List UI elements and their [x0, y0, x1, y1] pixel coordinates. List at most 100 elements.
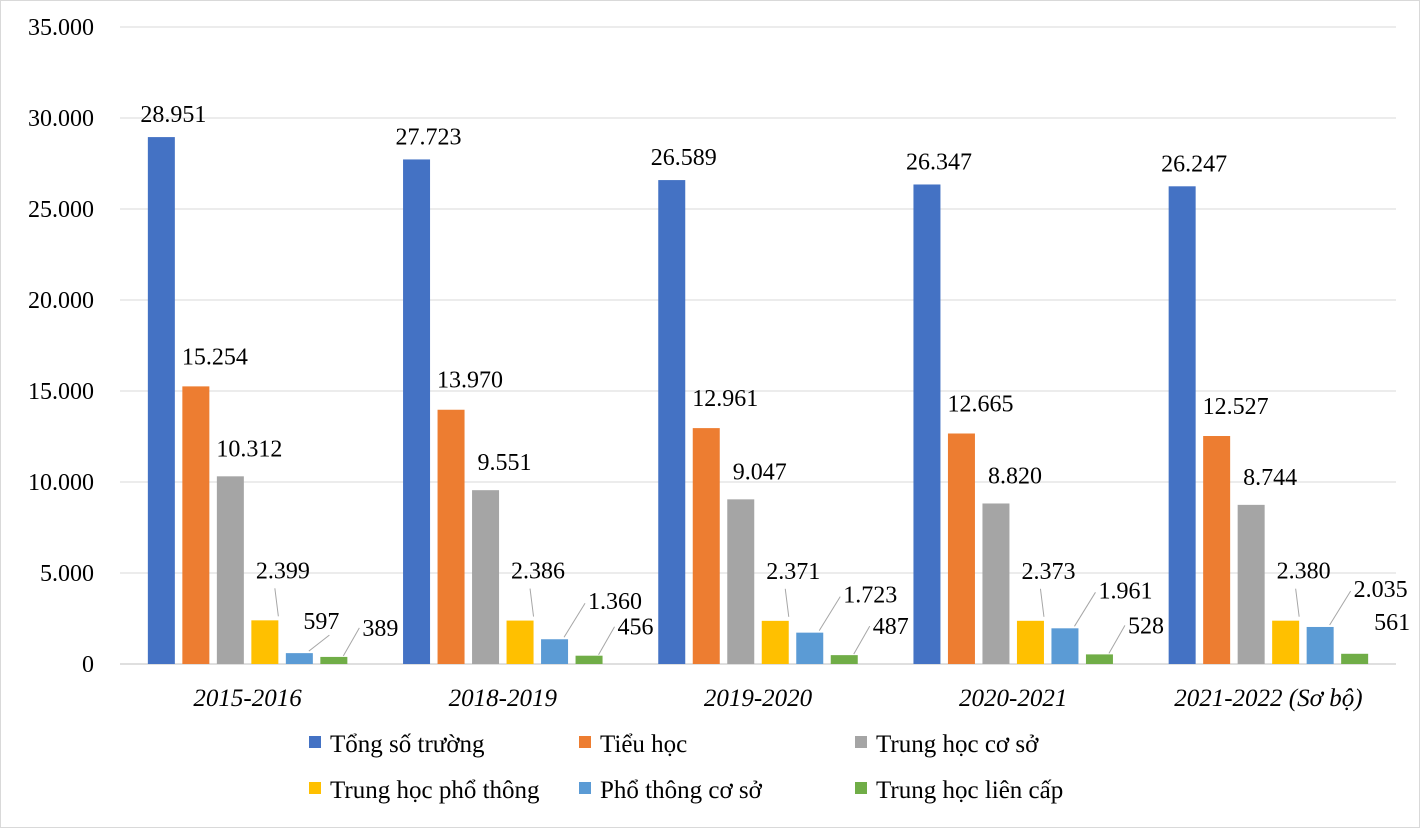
- data-label: 8.820: [988, 463, 1042, 489]
- data-label: 12.527: [1203, 394, 1269, 420]
- bar: [285, 653, 313, 664]
- bar: [830, 655, 858, 664]
- bars: [147, 137, 1369, 664]
- data-label: 9.047: [733, 459, 787, 485]
- data-label: 2.373: [1021, 559, 1075, 585]
- legend-swatch: [309, 736, 321, 748]
- legend-swatch: [855, 736, 867, 748]
- bar: [796, 632, 824, 664]
- data-label: 2.371: [766, 559, 820, 585]
- y-tick-label: 20.000: [28, 288, 94, 314]
- leader-line: [598, 626, 615, 655]
- data-label: 2.380: [1277, 559, 1331, 585]
- data-label: 2.399: [256, 558, 310, 584]
- data-label: 26.589: [651, 145, 717, 171]
- bar: [1341, 653, 1369, 664]
- data-label: 1.723: [843, 583, 897, 609]
- legend-label: Trung học cơ sở: [876, 731, 1039, 758]
- data-label: 26.247: [1161, 151, 1227, 177]
- legend-label: Trung học phổ thông: [330, 777, 540, 804]
- bar: [947, 433, 975, 664]
- y-axis-ticks: 0 5.000 10.000 15.000 20.000 25.000 30.000 35.0…: [28, 15, 94, 678]
- bar: [403, 159, 431, 664]
- data-label: 15.254: [182, 344, 248, 370]
- bar: [1051, 628, 1079, 664]
- data-label: 389: [362, 616, 398, 642]
- data-label: 2.386: [511, 559, 565, 585]
- bar: [575, 655, 603, 664]
- bar: [913, 184, 941, 664]
- y-tick-label: 5.000: [40, 561, 94, 587]
- legend: Tổng số trường Tiểu học Trung học cơ sở Tru…: [309, 731, 1063, 804]
- legend-swatch: [579, 782, 591, 794]
- data-label: 12.665: [947, 391, 1013, 417]
- data-label: 8.744: [1243, 465, 1297, 491]
- bar: [1272, 620, 1300, 664]
- data-label: 27.723: [396, 124, 462, 150]
- category-label: 2015-2016: [193, 685, 302, 712]
- y-tick-label: 10.000: [28, 470, 94, 496]
- bar: [216, 476, 244, 664]
- legend-swatch: [579, 736, 591, 748]
- data-label: 456: [618, 615, 654, 641]
- legend-label: Tiểu học: [600, 731, 687, 758]
- data-labels: 28.951 15.254 10.312 2.399 597 389 27.723 13.97…: [140, 102, 1410, 642]
- category-label: 2019-2020: [704, 685, 813, 712]
- data-label: 9.551: [478, 450, 532, 476]
- bar: [541, 639, 569, 664]
- data-label: 28.951: [140, 102, 206, 128]
- x-axis-categories: 2015-2016 2018-2019 2019-2020 2020-2021 2021…: [193, 685, 1362, 712]
- leader-line: [818, 596, 841, 631]
- category-label: 2021-2022 (Sơ bộ): [1174, 685, 1362, 712]
- bar: [472, 490, 500, 664]
- leader-line: [784, 588, 790, 617]
- leader-line: [1074, 592, 1096, 627]
- leader-line: [563, 602, 586, 638]
- y-tick-label: 35.000: [28, 15, 94, 41]
- y-tick-label: 15.000: [28, 379, 94, 405]
- leader-line: [342, 627, 360, 657]
- bar: [320, 656, 348, 664]
- bar: [982, 503, 1010, 664]
- leader-line: [1295, 588, 1300, 617]
- bar: [1168, 186, 1196, 664]
- data-label: 10.312: [216, 436, 282, 462]
- leader-line: [853, 625, 871, 655]
- y-tick-label: 25.000: [28, 197, 94, 223]
- data-label: 561: [1374, 610, 1410, 636]
- category-label: 2020-2021: [959, 685, 1067, 712]
- bar: [1306, 626, 1334, 664]
- bar: [182, 386, 210, 664]
- bar: [761, 620, 789, 664]
- leader-line: [274, 588, 279, 617]
- legend-swatch: [855, 782, 867, 794]
- legend-swatch: [309, 782, 321, 794]
- legend-label: Tổng số trường: [330, 731, 485, 758]
- bar: [1085, 654, 1113, 664]
- bar: [658, 180, 686, 664]
- bar: [437, 409, 465, 664]
- category-label: 2018-2019: [449, 685, 558, 712]
- data-label: 1.961: [1098, 578, 1152, 604]
- bar: [1237, 504, 1265, 664]
- data-label: 12.961: [692, 386, 758, 412]
- data-label: 487: [873, 614, 909, 640]
- bar: [147, 137, 175, 664]
- bar: [251, 620, 279, 664]
- data-label: 1.360: [588, 589, 642, 615]
- data-label: 13.970: [437, 368, 503, 394]
- legend-label: Phổ thông cơ sở: [600, 777, 763, 804]
- data-label: 597: [303, 609, 339, 635]
- data-label: 528: [1128, 613, 1164, 639]
- data-label: 2.035: [1354, 577, 1408, 603]
- bar: [1016, 620, 1044, 664]
- leader-line: [1039, 588, 1045, 617]
- leader-line: [1329, 590, 1352, 626]
- leader-lines: [274, 588, 1352, 657]
- bar: [506, 620, 534, 664]
- bar: [1203, 436, 1231, 664]
- bar: [727, 499, 755, 664]
- leader-line: [529, 588, 535, 617]
